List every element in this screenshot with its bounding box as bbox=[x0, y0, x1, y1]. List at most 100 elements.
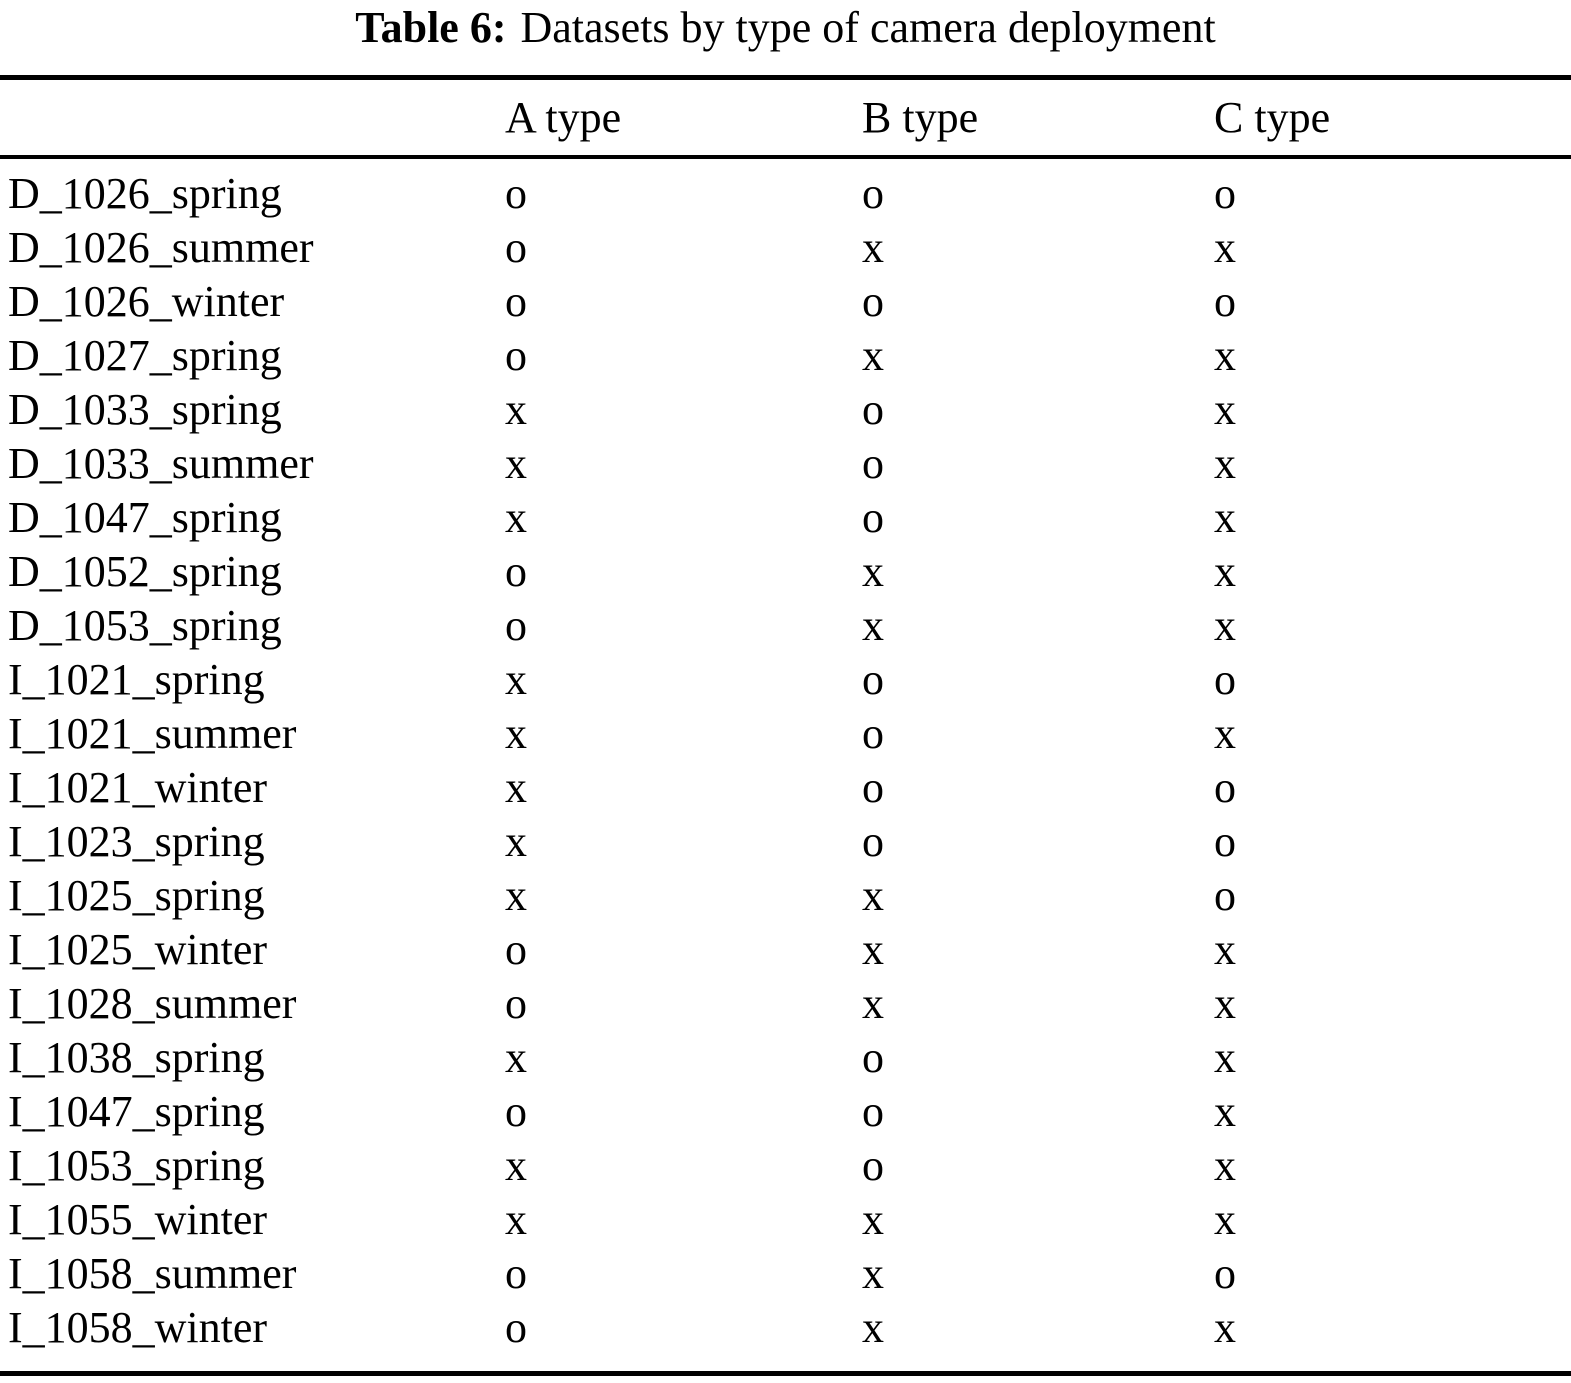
table-row: D_1052_spring o x x bbox=[0, 545, 1571, 599]
type-value-cell: o bbox=[862, 709, 884, 758]
type-value-cell: x bbox=[1214, 547, 1236, 596]
type-value-cell: o bbox=[862, 1033, 884, 1082]
dataset-name-cell: I_1058_summer bbox=[8, 1249, 297, 1298]
dataset-name-cell: I_1023_spring bbox=[8, 817, 265, 866]
type-value-cell: o bbox=[505, 1087, 527, 1136]
type-value-cell: x bbox=[862, 547, 884, 596]
type-value-cell: x bbox=[1214, 925, 1236, 974]
type-value-cell: o bbox=[862, 277, 884, 326]
dataset-name-cell: D_1026_spring bbox=[8, 169, 282, 218]
table-caption-label: Table 6: bbox=[355, 3, 507, 52]
dataset-name-cell: D_1026_winter bbox=[8, 277, 285, 326]
dataset-name-cell: I_1053_spring bbox=[8, 1141, 265, 1190]
dataset-name-cell: D_1052_spring bbox=[8, 547, 282, 596]
dataset-name-cell: I_1047_spring bbox=[8, 1087, 265, 1136]
table-row: I_1055_winter x x x bbox=[0, 1193, 1571, 1247]
table-row: D_1027_spring o x x bbox=[0, 329, 1571, 383]
type-value-cell: x bbox=[862, 601, 884, 650]
type-value-cell: x bbox=[1214, 331, 1236, 380]
dataset-name-cell: I_1058_winter bbox=[8, 1303, 268, 1352]
table-row: I_1025_spring x x o bbox=[0, 869, 1571, 923]
type-value-cell: x bbox=[1214, 1303, 1236, 1352]
type-value-cell: x bbox=[1214, 979, 1236, 1028]
type-value-cell: o bbox=[1214, 655, 1236, 704]
table-row: I_1025_winter o x x bbox=[0, 923, 1571, 977]
type-value-cell: x bbox=[1214, 601, 1236, 650]
type-value-cell: o bbox=[862, 1087, 884, 1136]
type-value-cell: o bbox=[862, 385, 884, 434]
table-row: I_1021_spring x o o bbox=[0, 653, 1571, 707]
type-value-cell: o bbox=[505, 169, 527, 218]
column-header-c-type: C type bbox=[1214, 93, 1331, 142]
table-row: D_1033_spring x o x bbox=[0, 383, 1571, 437]
table-row: I_1047_spring o o x bbox=[0, 1085, 1571, 1139]
type-value-cell: o bbox=[505, 331, 527, 380]
type-value-cell: o bbox=[862, 763, 884, 812]
type-value-cell: o bbox=[505, 1249, 527, 1298]
table-row: D_1047_spring x o x bbox=[0, 491, 1571, 545]
table-row: I_1058_winter o x x bbox=[0, 1301, 1571, 1374]
type-value-cell: o bbox=[862, 493, 884, 542]
type-value-cell: x bbox=[505, 763, 527, 812]
type-value-cell: o bbox=[1214, 763, 1236, 812]
type-value-cell: x bbox=[505, 1195, 527, 1244]
datasets-table: A type B type C type D_1026_spring o o o D_1… bbox=[0, 75, 1571, 1376]
table-caption: Table 6: Datasets by type of camera deplo… bbox=[0, 0, 1571, 75]
type-value-cell: o bbox=[1214, 277, 1236, 326]
type-value-cell: x bbox=[505, 871, 527, 920]
table-row: I_1021_summer x o x bbox=[0, 707, 1571, 761]
table-row: I_1053_spring x o x bbox=[0, 1139, 1571, 1193]
type-value-cell: o bbox=[505, 277, 527, 326]
type-value-cell: x bbox=[1214, 1033, 1236, 1082]
dataset-name-cell: I_1021_winter bbox=[8, 763, 268, 812]
type-value-cell: o bbox=[505, 223, 527, 272]
type-value-cell: x bbox=[505, 1033, 527, 1082]
type-value-cell: o bbox=[505, 1303, 527, 1352]
type-value-cell: x bbox=[1214, 439, 1236, 488]
dataset-name-header bbox=[0, 78, 497, 158]
dataset-name-cell: I_1038_spring bbox=[8, 1033, 265, 1082]
type-value-cell: o bbox=[505, 979, 527, 1028]
table-row: D_1026_summer o x x bbox=[0, 221, 1571, 275]
type-value-cell: x bbox=[1214, 385, 1236, 434]
type-value-cell: x bbox=[505, 655, 527, 704]
dataset-name-cell: I_1025_spring bbox=[8, 871, 265, 920]
dataset-name-cell: D_1053_spring bbox=[8, 601, 282, 650]
type-value-cell: x bbox=[505, 439, 527, 488]
type-value-cell: x bbox=[862, 979, 884, 1028]
type-value-cell: o bbox=[1214, 169, 1236, 218]
table-row: D_1026_spring o o o bbox=[0, 157, 1571, 221]
dataset-name-cell: I_1055_winter bbox=[8, 1195, 268, 1244]
type-value-cell: o bbox=[505, 547, 527, 596]
dataset-name-cell: D_1033_summer bbox=[8, 439, 314, 488]
dataset-name-cell: D_1026_summer bbox=[8, 223, 314, 272]
type-value-cell: x bbox=[1214, 1087, 1236, 1136]
table-row: I_1021_winter x o o bbox=[0, 761, 1571, 815]
dataset-name-cell: I_1021_spring bbox=[8, 655, 265, 704]
type-value-cell: x bbox=[505, 1141, 527, 1190]
type-value-cell: x bbox=[1214, 223, 1236, 272]
table-row: I_1023_spring x o o bbox=[0, 815, 1571, 869]
type-value-cell: x bbox=[862, 925, 884, 974]
table-caption-text: Datasets by type of camera deployment bbox=[520, 3, 1216, 52]
type-value-cell: x bbox=[862, 1303, 884, 1352]
dataset-name-cell: D_1033_spring bbox=[8, 385, 282, 434]
table-row: I_1058_summer o x o bbox=[0, 1247, 1571, 1301]
type-value-cell: o bbox=[862, 439, 884, 488]
table-row: D_1026_winter o o o bbox=[0, 275, 1571, 329]
dataset-name-cell: D_1027_spring bbox=[8, 331, 282, 380]
type-value-cell: o bbox=[1214, 817, 1236, 866]
type-value-cell: x bbox=[505, 709, 527, 758]
type-value-cell: x bbox=[862, 331, 884, 380]
dataset-name-cell: I_1021_summer bbox=[8, 709, 297, 758]
dataset-name-cell: D_1047_spring bbox=[8, 493, 282, 542]
type-value-cell: o bbox=[862, 1141, 884, 1190]
type-value-cell: o bbox=[1214, 1249, 1236, 1298]
type-value-cell: o bbox=[862, 817, 884, 866]
dataset-name-cell: I_1025_winter bbox=[8, 925, 268, 974]
column-header-b-type: B type bbox=[862, 93, 979, 142]
type-value-cell: x bbox=[1214, 1141, 1236, 1190]
table-row: I_1028_summer o x x bbox=[0, 977, 1571, 1031]
type-value-cell: o bbox=[1214, 871, 1236, 920]
